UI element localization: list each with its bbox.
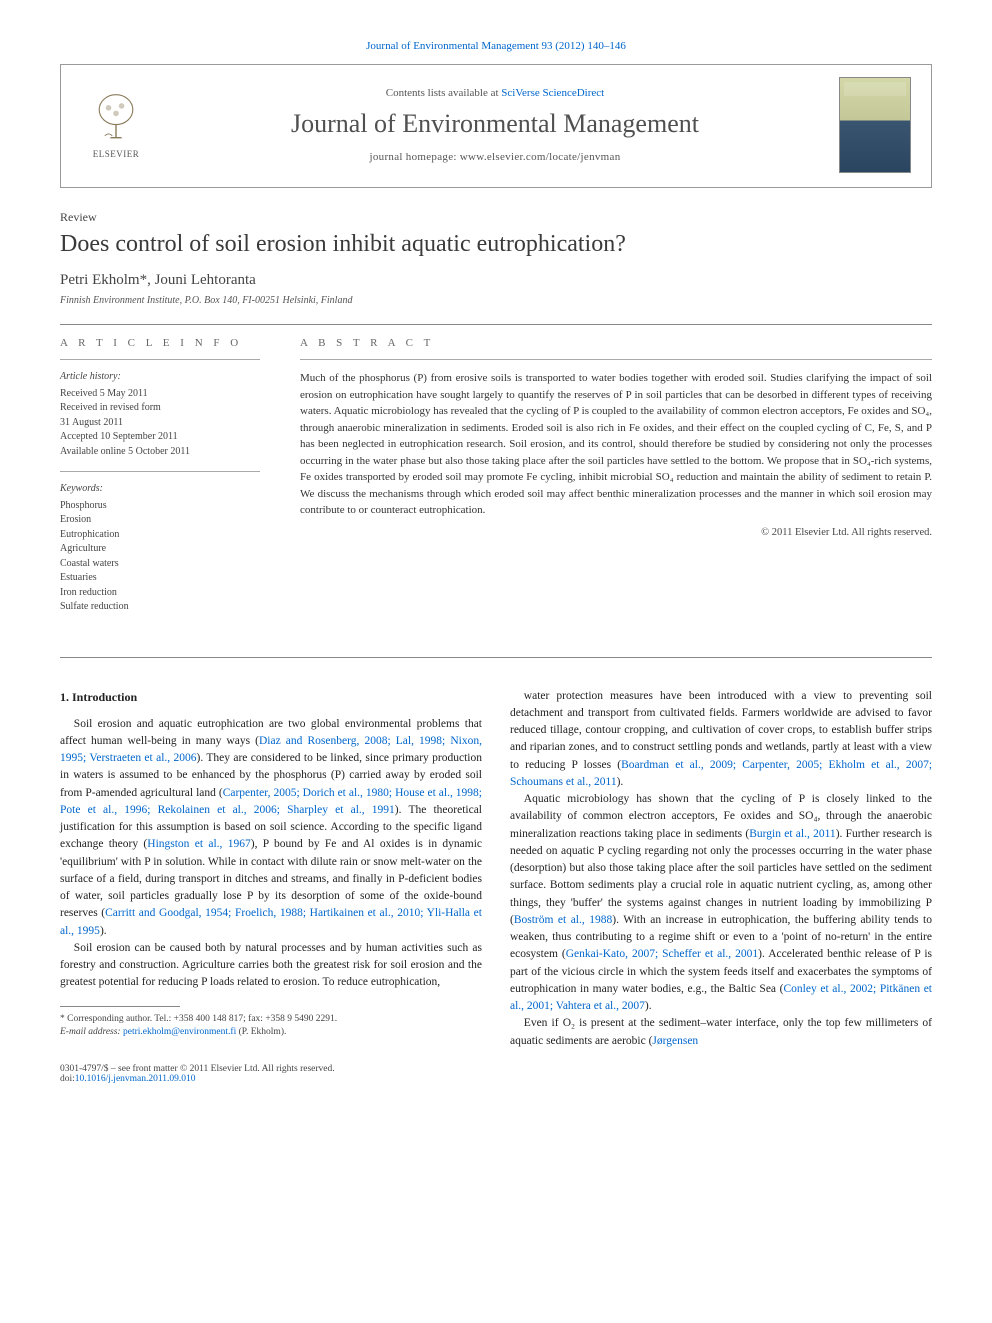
article-type: Review: [60, 210, 932, 225]
section-heading: 1. Introduction: [60, 688, 482, 706]
citation-link[interactable]: Genkai-Kato, 2007; Scheffer et al., 2001: [566, 948, 758, 960]
article-info-heading: A R T I C L E I N F O: [60, 337, 260, 349]
corresponding-author: * Corresponding author. Tel.: +358 400 1…: [60, 1013, 482, 1026]
article-title: Does control of soil erosion inhibit aqu…: [60, 231, 932, 258]
keyword: Phosphorus: [60, 499, 260, 514]
divider: [60, 657, 932, 658]
contents-available-line: Contents lists available at SciVerse Sci…: [171, 87, 819, 99]
keyword: Erosion: [60, 513, 260, 528]
footnote-divider: [60, 1006, 180, 1007]
body-paragraph: Even if O₂ is present at the sediment–wa…: [510, 1015, 932, 1050]
divider: [60, 471, 260, 472]
divider: [300, 359, 932, 360]
sciencedirect-link[interactable]: SciVerse ScienceDirect: [501, 87, 604, 99]
doi-link[interactable]: 10.1016/j.jenvman.2011.09.010: [75, 1074, 196, 1084]
divider: [60, 324, 932, 325]
footer: 0301-4797/$ – see front matter © 2011 El…: [60, 1064, 932, 1084]
body-paragraph: water protection measures have been intr…: [510, 688, 932, 792]
citation-line: Journal of Environmental Management 93 (…: [60, 40, 932, 52]
front-matter-line: 0301-4797/$ – see front matter © 2011 El…: [60, 1064, 932, 1074]
article-info-column: A R T I C L E I N F O Article history: R…: [60, 337, 260, 627]
keyword: Estuaries: [60, 571, 260, 586]
body-text: 1. Introduction Soil erosion and aquatic…: [60, 688, 932, 1050]
keyword: Agriculture: [60, 542, 260, 557]
history-label: Article history:: [60, 370, 260, 385]
keyword: Iron reduction: [60, 586, 260, 601]
contents-prefix: Contents lists available at: [386, 87, 501, 99]
elsevier-tree-icon: [88, 91, 144, 147]
body-paragraph: Soil erosion and aquatic eutrophication …: [60, 716, 482, 940]
body-paragraph: Aquatic microbiology has shown that the …: [510, 791, 932, 1015]
citation-link[interactable]: Hingston et al., 1967: [147, 838, 250, 850]
journal-homepage: journal homepage: www.elsevier.com/locat…: [171, 151, 819, 163]
citation-link[interactable]: Boström et al., 1988: [514, 914, 612, 926]
abstract-text: Much of the phosphorus (P) from erosive …: [300, 370, 932, 519]
body-paragraph: Soil erosion can be caused both by natur…: [60, 940, 482, 992]
doi-line: doi:10.1016/j.jenvman.2011.09.010: [60, 1074, 932, 1084]
citation-link[interactable]: Jørgensen: [652, 1035, 698, 1047]
abstract-column: A B S T R A C T Much of the phosphorus (…: [300, 337, 932, 627]
keyword: Sulfate reduction: [60, 600, 260, 615]
journal-header: ELSEVIER Contents lists available at Sci…: [60, 64, 932, 188]
divider: [60, 359, 260, 360]
author-list: Petri Ekholm*, Jouni Lehtoranta: [60, 272, 932, 289]
history-line: Accepted 10 September 2011: [60, 430, 260, 445]
journal-cover-thumbnail: [839, 77, 911, 173]
publisher-label: ELSEVIER: [93, 149, 140, 159]
history-line: Received 5 May 2011: [60, 387, 260, 402]
email-line: E-mail address: petri.ekholm@environment…: [60, 1026, 482, 1039]
journal-title: Journal of Environmental Management: [171, 109, 819, 139]
email-link[interactable]: petri.ekholm@environment.fi: [123, 1027, 236, 1037]
publisher-logo: ELSEVIER: [81, 85, 151, 165]
keyword: Coastal waters: [60, 557, 260, 572]
footnotes: * Corresponding author. Tel.: +358 400 1…: [60, 1013, 482, 1040]
citation-link[interactable]: Carritt and Goodgal, 1954; Froelich, 198…: [60, 907, 482, 936]
history-line: Available online 5 October 2011: [60, 445, 260, 460]
affiliation: Finnish Environment Institute, P.O. Box …: [60, 295, 932, 306]
abstract-copyright: © 2011 Elsevier Ltd. All rights reserved…: [300, 527, 932, 538]
citation-link[interactable]: Burgin et al., 2011: [749, 828, 835, 840]
history-line: Received in revised form: [60, 401, 260, 416]
keyword: Eutrophication: [60, 528, 260, 543]
keywords-label: Keywords:: [60, 482, 260, 497]
history-line: 31 August 2011: [60, 416, 260, 431]
abstract-heading: A B S T R A C T: [300, 337, 932, 349]
